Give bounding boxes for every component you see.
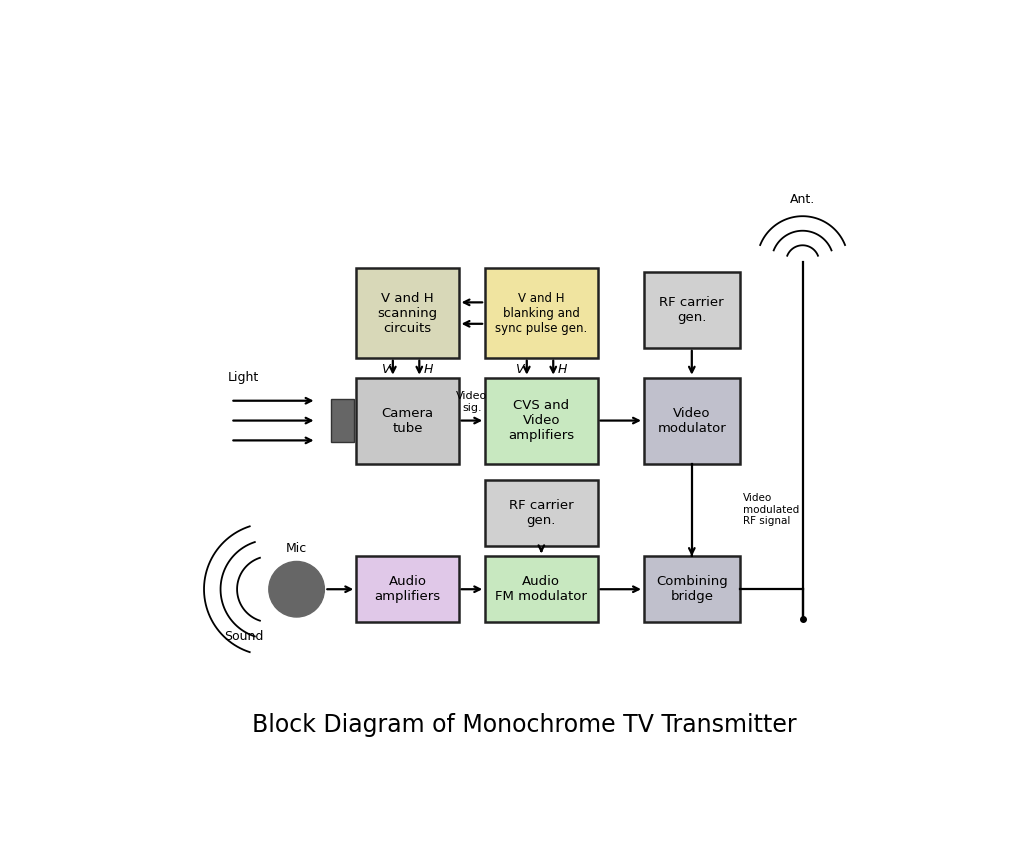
Text: V and H
blanking and
sync pulse gen.: V and H blanking and sync pulse gen.: [496, 291, 588, 335]
FancyBboxPatch shape: [356, 556, 459, 622]
Bar: [331, 399, 354, 442]
Text: H: H: [424, 363, 433, 376]
Text: RF carrier
gen.: RF carrier gen.: [509, 499, 573, 527]
Text: Ant.: Ant.: [790, 192, 815, 205]
FancyBboxPatch shape: [485, 268, 598, 357]
Text: Audio
FM modulator: Audio FM modulator: [496, 576, 588, 603]
Text: Camera
tube: Camera tube: [381, 406, 433, 435]
Text: Video
modulated
RF signal: Video modulated RF signal: [743, 493, 800, 527]
Circle shape: [269, 562, 325, 617]
Text: Video
modulator: Video modulator: [657, 406, 726, 435]
Text: V: V: [381, 363, 389, 376]
Text: RF carrier
gen.: RF carrier gen.: [659, 295, 724, 324]
Text: Combining
bridge: Combining bridge: [656, 576, 728, 603]
Text: Mic: Mic: [286, 542, 307, 555]
FancyBboxPatch shape: [485, 556, 598, 622]
FancyBboxPatch shape: [485, 480, 598, 546]
FancyBboxPatch shape: [644, 378, 739, 464]
Text: V: V: [515, 363, 523, 376]
FancyBboxPatch shape: [356, 378, 459, 464]
FancyBboxPatch shape: [356, 268, 459, 357]
Text: Light: Light: [228, 371, 259, 384]
FancyBboxPatch shape: [644, 271, 739, 348]
Text: CVS and
Video
amplifiers: CVS and Video amplifiers: [508, 399, 574, 442]
Text: Audio
amplifiers: Audio amplifiers: [375, 576, 440, 603]
Text: Block Diagram of Monochrome TV Transmitter: Block Diagram of Monochrome TV Transmitt…: [253, 713, 797, 737]
FancyBboxPatch shape: [644, 556, 739, 622]
Text: V and H
scanning
circuits: V and H scanning circuits: [377, 291, 437, 335]
Text: Video
sig.: Video sig.: [457, 391, 487, 412]
Text: Sound: Sound: [224, 631, 263, 643]
FancyBboxPatch shape: [485, 378, 598, 464]
Text: H: H: [558, 363, 567, 376]
